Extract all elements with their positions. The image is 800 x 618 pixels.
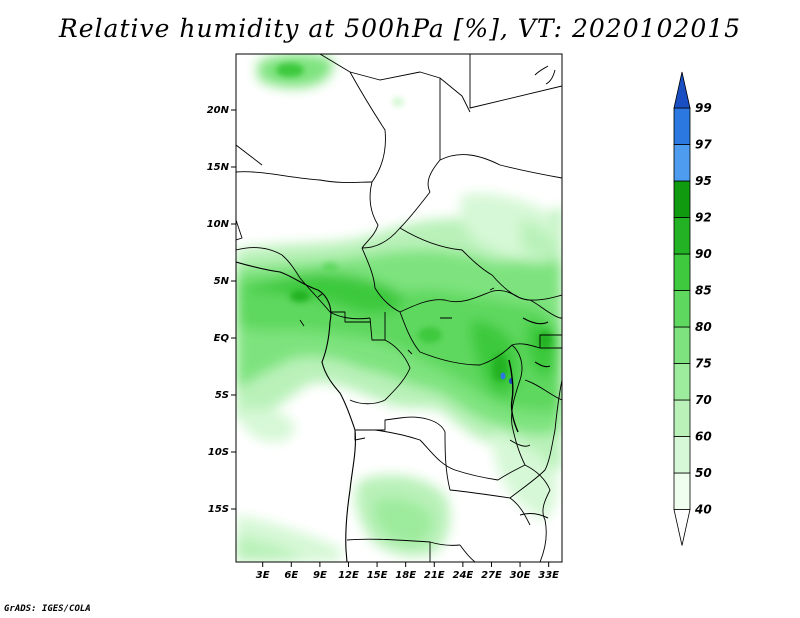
lat-label: 10N: [207, 219, 230, 230]
colorbar: 40 50 60 70 75 80 85 90 92 95 97 99: [673, 71, 712, 546]
colorbar-label: 70: [695, 393, 712, 407]
grads-credit: GrADS: IGES/COLA: [4, 604, 91, 614]
colorbar-box: [673, 253, 691, 291]
colorbar-label: 97: [695, 138, 712, 152]
colorbar-label: 80: [695, 320, 712, 334]
lat-label: 5S: [215, 390, 229, 401]
colorbar-label: 75: [695, 357, 712, 371]
lon-label: 18E: [395, 570, 416, 581]
colorbar-box: [673, 217, 691, 255]
lon-label: 3E: [256, 570, 270, 581]
lat-label: 10S: [208, 447, 229, 458]
colorbar-label: 40: [694, 503, 712, 517]
map-title: Relative humidity at 500hPa [%], VT: 202…: [58, 14, 742, 43]
lat-label: 15N: [207, 162, 230, 173]
lat-label: 5N: [214, 276, 230, 287]
lon-label: 21E: [424, 570, 445, 581]
colorbar-bottom-arrow: [673, 509, 691, 546]
colorbar-box: [673, 326, 691, 364]
lat-label: 20N: [207, 105, 230, 116]
colorbar-box: [673, 107, 691, 145]
colorbar-label: 92: [695, 211, 712, 225]
colorbar-label: 60: [695, 430, 712, 444]
latitude-labels: 20N 15N 10N 5N EQ 5S 10S 15S: [207, 105, 236, 515]
colorbar-box: [673, 472, 691, 510]
lon-label: 27E: [481, 570, 502, 581]
lon-label: 9E: [313, 570, 327, 581]
geographic-outlines: [236, 54, 562, 562]
longitude-labels: 3E 6E 9E 12E 15E 18E 21E 24E 27E 30E 33E: [256, 562, 559, 581]
colorbar-box: [673, 363, 691, 401]
colorbar-label: 95: [695, 174, 712, 188]
colorbar-box: [673, 144, 691, 182]
colorbar-box: [673, 399, 691, 437]
lon-label: 24E: [452, 570, 473, 581]
colorbar-box: [673, 290, 691, 328]
colorbar-box: [673, 436, 691, 474]
colorbar-label: 50: [695, 466, 712, 480]
lon-label: 30E: [510, 570, 531, 581]
lon-label: 15E: [367, 570, 388, 581]
lon-label: 33E: [538, 570, 559, 581]
colorbar-label: 90: [695, 247, 712, 261]
lat-label: 15S: [208, 504, 229, 515]
lon-label: 12E: [338, 570, 359, 581]
lon-label: 6E: [284, 570, 298, 581]
map-frame: [235, 53, 563, 563]
lat-label: EQ: [214, 333, 230, 344]
colorbar-box: [673, 180, 691, 218]
colorbar-label: 85: [695, 284, 712, 298]
colorbar-top-arrow: [673, 71, 691, 109]
colorbar-label: 99: [695, 101, 712, 115]
humidity-field: [236, 54, 562, 562]
